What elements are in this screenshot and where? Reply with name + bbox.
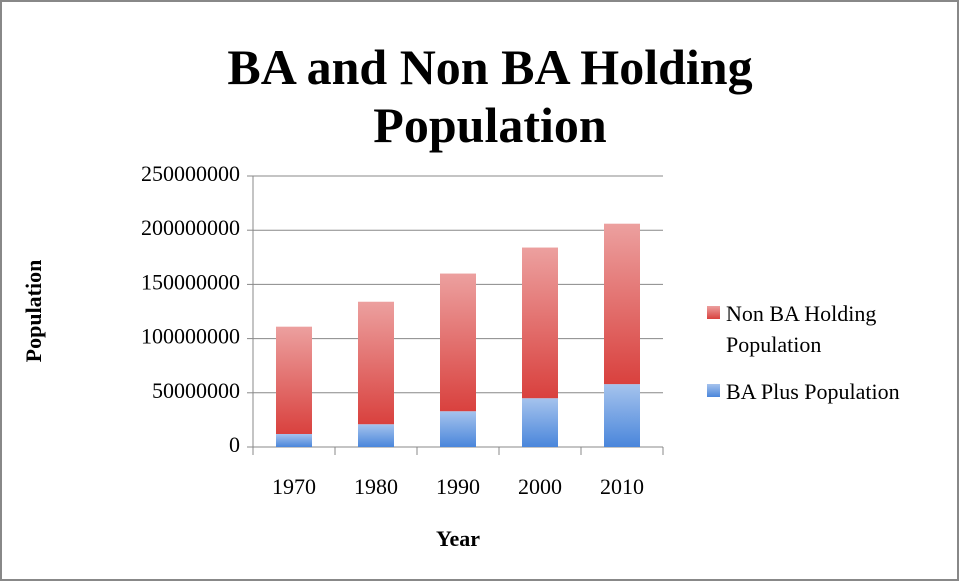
bar-segment [522, 398, 558, 447]
bar-segment [440, 411, 476, 447]
x-tick-label: 1980 [354, 474, 398, 499]
chart-title: BA and Non BA Holding Population [227, 39, 753, 153]
y-axis-title: Population [21, 260, 46, 363]
y-tick-label: 250000000 [141, 161, 240, 186]
bar-segment [358, 424, 394, 447]
x-tick-label: 1990 [436, 474, 480, 499]
y-tick-label: 0 [229, 432, 240, 457]
bar-segment [604, 384, 640, 447]
bar-segment [440, 273, 476, 412]
legend-label: BA Plus Population [726, 379, 900, 404]
bar-segment [276, 326, 312, 434]
y-tick-label: 200000000 [141, 215, 240, 240]
x-tick-label: 2010 [600, 474, 644, 499]
legend-swatch [707, 384, 720, 397]
bar-segment [522, 247, 558, 399]
y-tick-label: 100000000 [141, 324, 240, 349]
bar-segment [604, 223, 640, 385]
x-tick-label: 1970 [272, 474, 316, 499]
y-tick-label: 50000000 [152, 378, 240, 403]
y-tick-label: 150000000 [141, 269, 240, 294]
bar-segment [276, 433, 312, 447]
bar-segment [358, 301, 394, 425]
x-axis-title: Year [436, 526, 480, 551]
legend-label: Non BA Holding Population [726, 301, 877, 357]
x-tick-label: 2000 [518, 474, 562, 499]
legend-swatch [707, 306, 720, 319]
